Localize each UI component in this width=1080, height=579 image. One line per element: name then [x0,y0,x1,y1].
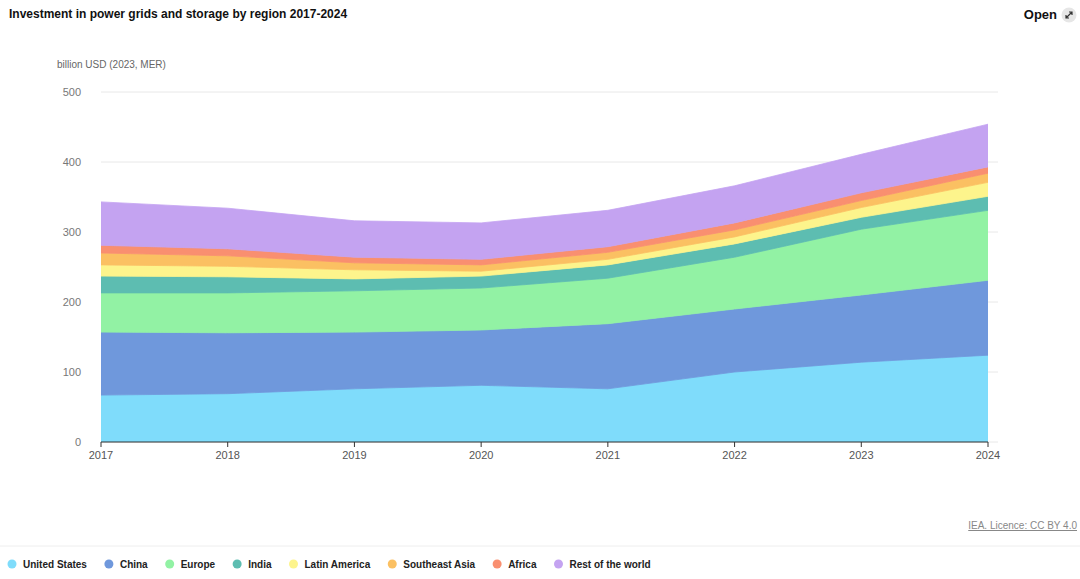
open-icon-arrow [1066,12,1072,18]
legend-label: Rest of the world [569,559,650,570]
x-tick [734,442,735,447]
legend-swatch [165,560,174,569]
legend-item[interactable]: Africa [493,559,537,570]
x-tick-label: 2023 [849,449,873,461]
x-tick [607,442,608,447]
x-tick [227,442,228,447]
x-tick [101,442,102,447]
legend-swatch [554,560,563,569]
legend-item[interactable]: Southeast Asia [388,559,476,570]
x-axis-line [101,442,988,443]
x-tick-label: 2019 [342,449,366,461]
legend-swatch [493,560,502,569]
grid-line [101,92,998,93]
y-axis-label: billion USD (2023, MER) [57,59,166,70]
legend-label: Africa [508,559,537,570]
x-tick-label: 2022 [722,449,746,461]
open-icon-bg [1062,8,1077,23]
legend-item[interactable]: Latin America [289,559,371,570]
legend-item[interactable]: Europe [165,559,215,570]
legend-item[interactable]: United States [8,559,88,570]
chart: Investment in power grids and storage by… [0,0,1080,579]
legend-label: United States [23,559,87,570]
source[interactable]: IEA. Licence: CC BY 4.0 [968,520,1077,531]
legend-label: Latin America [304,559,370,570]
open-icon [1062,8,1077,23]
x-tick [861,442,862,447]
x-tick [988,442,989,447]
y-tick-label: 500 [63,86,81,98]
legend-label: China [120,559,148,570]
legend-item[interactable]: China [104,559,148,570]
x-tick [354,442,355,447]
y-tick-label: 200 [63,296,81,308]
y-tick-label: 100 [63,366,81,378]
legend-swatch [104,560,113,569]
x-tick-label: 2020 [469,449,493,461]
legend-label: India [248,559,272,570]
y-tick-label: 400 [63,156,81,168]
plot-area [101,124,988,442]
open-button[interactable]: Open [1024,7,1057,22]
legend-item[interactable]: India [233,559,272,570]
legend-label: Europe [181,559,216,570]
x-tick-label: 2017 [89,449,113,461]
x-tick [481,442,482,447]
x-tick-label: 2024 [976,449,1000,461]
area [101,124,988,259]
legend-swatch [289,560,298,569]
grid-line [101,442,998,443]
legend-swatch [8,560,17,569]
x-tick-label: 2018 [215,449,239,461]
separator [0,546,1080,547]
x-tick-label: 2021 [596,449,620,461]
legend-label: Southeast Asia [403,559,475,570]
legend-item[interactable]: Rest of the world [554,559,651,570]
y-tick-label: 300 [63,226,81,238]
title: Investment in power grids and storage by… [9,7,347,21]
legend-swatch [388,560,397,569]
y-tick-label: 0 [75,436,81,448]
legend-swatch [233,560,242,569]
